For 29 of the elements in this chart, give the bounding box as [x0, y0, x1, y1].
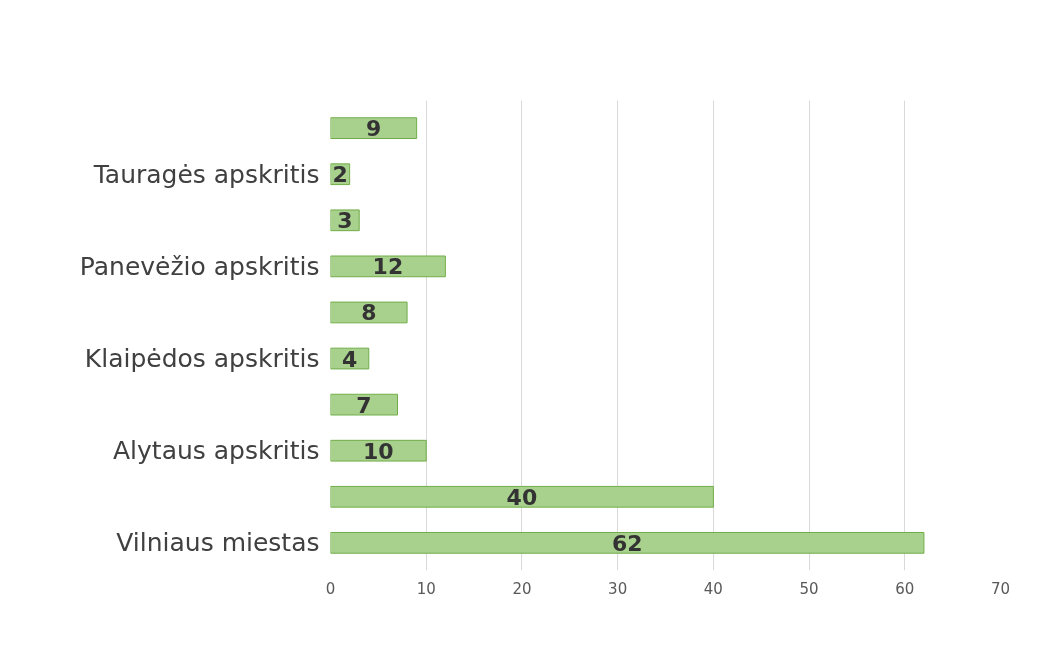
y-tick-label: Klaipėdos apskritis	[84, 344, 320, 374]
y-tick-label: Alytaus apskritis	[113, 436, 320, 466]
bar	[330, 531, 925, 554]
data-label: 40	[506, 484, 538, 510]
bar	[330, 117, 418, 140]
data-label: 9	[365, 116, 382, 142]
bar	[330, 393, 398, 416]
data-label: 3	[337, 208, 353, 234]
y-tick-label: Tauragės apskritis	[92, 159, 320, 189]
data-label: 62	[611, 530, 643, 556]
y-tick-label: Vilniaus miestas	[116, 528, 320, 558]
x-tick-label: 60	[895, 579, 915, 598]
data-label: 7	[356, 392, 372, 418]
x-tick-label: 20	[512, 579, 532, 598]
x-tick-label: 70	[990, 579, 1011, 598]
x-tick-label: 30	[608, 579, 628, 598]
data-label: 10	[363, 438, 394, 464]
x-tick-label: 0	[325, 579, 336, 598]
x-tick-label: 10	[416, 579, 436, 598]
bar	[330, 255, 446, 278]
bar	[330, 301, 408, 324]
x-tick-label: 50	[799, 579, 819, 598]
y-tick-label: Panevėžio apskritis	[79, 251, 320, 281]
data-label: 4	[341, 346, 358, 372]
data-label: 12	[372, 254, 404, 280]
data-label: 2	[332, 162, 348, 188]
x-tick-label: 40	[703, 579, 723, 598]
bar	[330, 485, 714, 508]
data-label: 8	[361, 300, 377, 326]
